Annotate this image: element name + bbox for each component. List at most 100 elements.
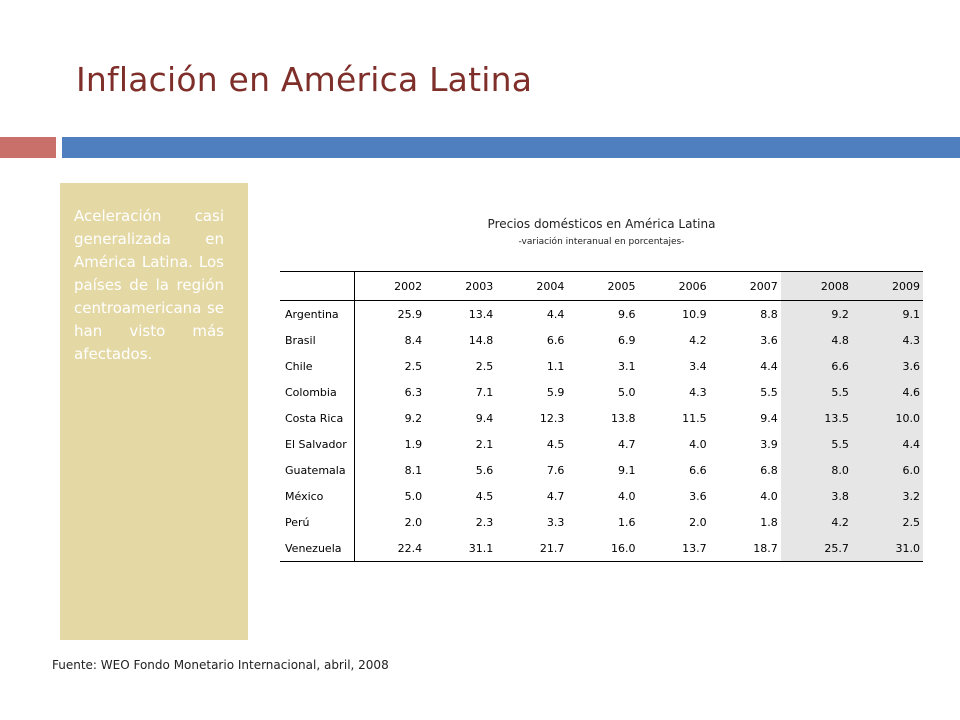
table-row: Venezuela 22.4 31.1 21.7 16.0 13.7 18.7 25.7 31.… [280,535,923,562]
value-cell: 25.9 [397,307,423,321]
value-cell: 5.9 [546,385,565,399]
table-row: El Salvador 1.9 2.1 4.5 4.7 4.0 3.9 5.5 4.4 [280,431,923,457]
header-year: 2002 [354,271,426,301]
value-cell: 6.3 [404,385,423,399]
value-cell: 4.2 [780,509,852,535]
value-cell: 4.0 [760,489,778,503]
value-cell: 10.0 [851,405,923,431]
value-cell: 4.6 [851,379,923,405]
source-note: Fuente: WEO Fondo Monetario Internaciona… [52,658,389,672]
value-cell: 4.3 [689,385,707,399]
table-row: Chile 2.5 2.5 1.1 3.1 3.4 4.4 6.6 3.6 [280,353,923,379]
value-cell: 3.3 [546,515,565,529]
value-cell: 2.0 [689,515,707,529]
header-year: 2009 [851,271,923,301]
country-cell: El Salvador [280,431,355,457]
value-cell: 4.8 [780,327,852,353]
table-header-row: 2002 2003 2004 2005 2006 2007 2008 2009 [280,271,923,301]
value-cell: 9.2 [404,411,423,425]
value-cell: 8.4 [404,333,423,347]
sidebar-text: Aceleración casi generalizada en América… [74,207,224,363]
value-cell: 1.8 [760,515,778,529]
value-cell: 4.5 [475,489,494,503]
value-cell: 3.6 [689,489,707,503]
value-cell: 13.8 [611,411,636,425]
value-cell: 4.0 [689,437,707,451]
value-cell: 2.5 [475,359,494,373]
header-year: 2007 [709,271,781,301]
value-cell: 1.1 [546,359,565,373]
country-cell: Brasil [280,327,355,353]
value-cell: 4.4 [760,359,778,373]
table-subtitle: -variación interanual en porcentajes- [518,237,685,247]
value-cell: 2.5 [404,359,423,373]
value-cell: 9.1 [618,463,636,477]
value-cell: 22.4 [354,535,426,562]
country-cell: Venezuela [280,535,355,562]
value-cell: 4.0 [618,489,636,503]
value-cell: 2.3 [475,515,494,529]
header-year: 2003 [425,271,497,301]
value-cell: 6.6 [689,463,707,477]
header-country [280,271,355,301]
value-cell: 9.2 [780,300,852,327]
value-cell: 9.1 [851,300,923,327]
table-row: Brasil 8.4 14.8 6.6 6.9 4.2 3.6 4.8 4.3 [280,327,923,353]
value-cell: 2.5 [851,509,923,535]
value-cell: 13.7 [638,535,710,562]
country-cell: Perú [280,509,355,535]
value-cell: 12.3 [539,411,565,425]
value-cell: 13.4 [468,307,494,321]
value-cell: 3.8 [780,483,852,509]
value-cell: 5.6 [475,463,494,477]
value-cell: 5.5 [780,379,852,405]
value-cell: 5.0 [618,385,636,399]
value-cell: 9.4 [475,411,494,425]
value-cell: 7.1 [475,385,494,399]
country-cell: Costa Rica [280,405,355,431]
value-cell: 2.1 [475,437,494,451]
value-cell: 8.8 [760,307,778,321]
value-cell: 4.7 [546,489,565,503]
value-cell: 10.9 [682,307,707,321]
value-cell: 3.9 [760,437,778,451]
value-cell: 2.0 [404,515,423,529]
value-cell: 31.1 [425,535,497,562]
value-cell: 8.1 [404,463,423,477]
value-cell: 18.7 [709,535,781,562]
table-row: Guatemala 8.1 5.6 7.6 9.1 6.6 6.8 8.0 6.0 [280,457,923,483]
value-cell: 6.6 [546,333,565,347]
header-year: 2008 [780,271,852,301]
value-cell: 25.7 [780,535,852,562]
accent-bar-red [0,137,56,158]
value-cell: 16.0 [567,535,639,562]
value-cell: 21.7 [496,535,568,562]
value-cell: 13.5 [780,405,852,431]
inflation-table: 2002 2003 2004 2005 2006 2007 2008 2009 … [280,271,923,562]
value-cell: 6.0 [851,457,923,483]
value-cell: 3.6 [760,333,778,347]
table-row: Colombia 6.3 7.1 5.9 5.0 4.3 5.5 5.5 4.6 [280,379,923,405]
value-cell: 3.1 [618,359,636,373]
value-cell: 3.6 [851,353,923,379]
value-cell: 9.6 [618,307,636,321]
country-cell: Argentina [280,300,355,327]
value-cell: 4.3 [851,327,923,353]
country-cell: Chile [280,353,355,379]
value-cell: 5.0 [404,489,423,503]
value-cell: 11.5 [682,411,707,425]
value-cell: 31.0 [851,535,923,562]
value-cell: 9.4 [760,411,778,425]
value-cell: 5.5 [760,385,778,399]
value-cell: 6.6 [780,353,852,379]
header-year: 2006 [638,271,710,301]
table-row: Costa Rica 9.2 9.4 12.3 13.8 11.5 9.4 13.5 10.0 [280,405,923,431]
value-cell: 1.9 [404,437,423,451]
value-cell: 4.2 [689,333,707,347]
value-cell: 7.6 [546,463,565,477]
slide-title: Inflación en América Latina [76,60,533,99]
accent-bar-blue [62,137,960,158]
header-year: 2004 [496,271,568,301]
value-cell: 14.8 [468,333,494,347]
value-cell: 5.5 [780,431,852,457]
